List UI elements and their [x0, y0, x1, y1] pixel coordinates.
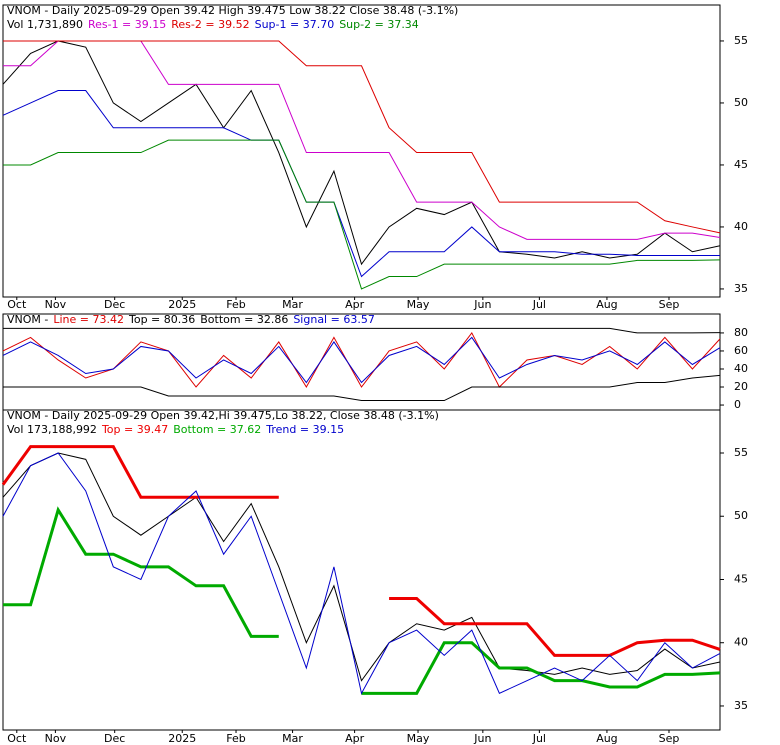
x-tick-label: Oct — [7, 298, 27, 311]
legend-entry: Top = 80.36 — [128, 313, 195, 326]
volume-label: Vol 173,188,992 — [7, 423, 97, 436]
x-tick-label: Nov — [45, 298, 67, 311]
panel-header: VNOM - Daily 2025-09-29 Open 39.42 High … — [7, 4, 458, 17]
y-tick-label: 55 — [734, 34, 748, 47]
panel-subheader: Vol 173,188,992 Top = 39.47 Bottom = 37.62… — [7, 423, 344, 436]
series-line — [2, 452, 721, 695]
x-tick-label: Apr — [345, 732, 365, 745]
panel-frame — [2, 4, 721, 298]
x-tick-label: Oct — [7, 732, 27, 745]
y-tick-label: 40 — [734, 220, 748, 233]
y-tick-label: 40 — [734, 362, 748, 375]
series-line — [3, 40, 721, 234]
y-tick-label: 50 — [734, 96, 748, 109]
panel: 35 40 45 50 55 Oct Nov Dec 2025 Feb Mar Apr May Jun Ju… — [2, 4, 748, 311]
x-tick-label: Sep — [659, 732, 680, 745]
x-tick-label: Jul — [532, 732, 546, 745]
x-tick-label: Aug — [596, 298, 617, 311]
x-tick-label: Feb — [226, 732, 245, 745]
legend-entry: Sup-1 = 37.70 — [255, 18, 335, 31]
x-tick-label: Jul — [532, 298, 546, 311]
y-tick-label: 60 — [734, 344, 748, 357]
series-line — [389, 596, 721, 657]
panel: 35 40 45 50 55 Oct Nov Dec 2025 Feb Mar Apr May Jun Ju… — [1, 409, 748, 745]
x-tick-label: 2025 — [168, 298, 196, 311]
y-tick-label: 40 — [734, 636, 748, 649]
legend-entry: Signal = 63.57 — [293, 313, 375, 326]
legend-entry: Sup-2 = 37.34 — [339, 18, 419, 31]
series-line — [2, 452, 721, 682]
panel-title: VNOM - — [7, 313, 48, 326]
y-tick-label: 50 — [734, 509, 748, 522]
legend-entry: Res-1 = 39.15 — [88, 18, 166, 31]
y-tick-label: 35 — [734, 282, 748, 295]
x-tick-label: Dec — [104, 298, 125, 311]
series-line — [1, 445, 279, 499]
series-line — [3, 139, 721, 290]
x-tick-label: Apr — [345, 298, 365, 311]
y-tick-label: 0 — [734, 398, 741, 411]
y-tick-label: 55 — [734, 446, 748, 459]
y-tick-label: 20 — [734, 380, 748, 393]
legend-entry: Line = 73.42 — [53, 313, 124, 326]
y-tick-label: 45 — [734, 158, 748, 171]
panel-title: VNOM - Daily 2025-09-29 Open 39.42 High … — [7, 4, 458, 17]
series-line — [2, 90, 720, 278]
x-tick-label: May — [407, 298, 430, 311]
x-tick-label: Sep — [659, 298, 680, 311]
x-tick-label: Mar — [282, 298, 303, 311]
x-tick-label: Jun — [473, 298, 491, 311]
x-tick-label: Dec — [104, 732, 125, 745]
panel-title: VNOM - Daily 2025-09-29 Open 39.42,Hi 39… — [7, 409, 439, 422]
series-line — [3, 506, 279, 638]
y-tick-label: 45 — [734, 572, 748, 585]
x-tick-label: May — [407, 732, 430, 745]
legend-entry: Top = 39.47 — [101, 423, 168, 436]
legend-entry: Bottom = 37.62 — [173, 423, 261, 436]
series-line — [2, 331, 721, 389]
panel-header: VNOM - Line = 73.42 Top = 80.36 Bottom = 32… — [7, 313, 375, 326]
panel: 0 20 40 60 80 VNOM - Line = 73.42 Top = 80.36 Bo… — [2, 313, 748, 411]
x-tick-label: 2025 — [168, 732, 196, 745]
legend-entry: Res-2 = 39.52 — [171, 18, 249, 31]
series-line — [3, 374, 721, 402]
volume-label: Vol 1,731,890 — [7, 18, 83, 31]
legend-entry: Bottom = 32.86 — [200, 313, 288, 326]
legend-entry: Trend = 39.15 — [265, 423, 344, 436]
series-line — [2, 40, 721, 266]
panel-frame — [2, 409, 721, 731]
y-tick-label: 35 — [734, 699, 748, 712]
x-tick-label: Feb — [226, 298, 245, 311]
x-tick-label: Nov — [45, 732, 67, 745]
series-line — [3, 327, 721, 334]
series-line — [2, 336, 721, 384]
y-tick-label: 80 — [734, 326, 748, 339]
panel-header: VNOM - Daily 2025-09-29 Open 39.42,Hi 39… — [7, 409, 439, 422]
series-line — [3, 40, 721, 240]
x-tick-label: Aug — [596, 732, 617, 745]
x-tick-label: Jun — [473, 732, 491, 745]
x-tick-label: Mar — [282, 732, 303, 745]
panel-subheader: Vol 1,731,890 Res-1 = 39.15 Res-2 = 39.52 S… — [7, 18, 419, 31]
